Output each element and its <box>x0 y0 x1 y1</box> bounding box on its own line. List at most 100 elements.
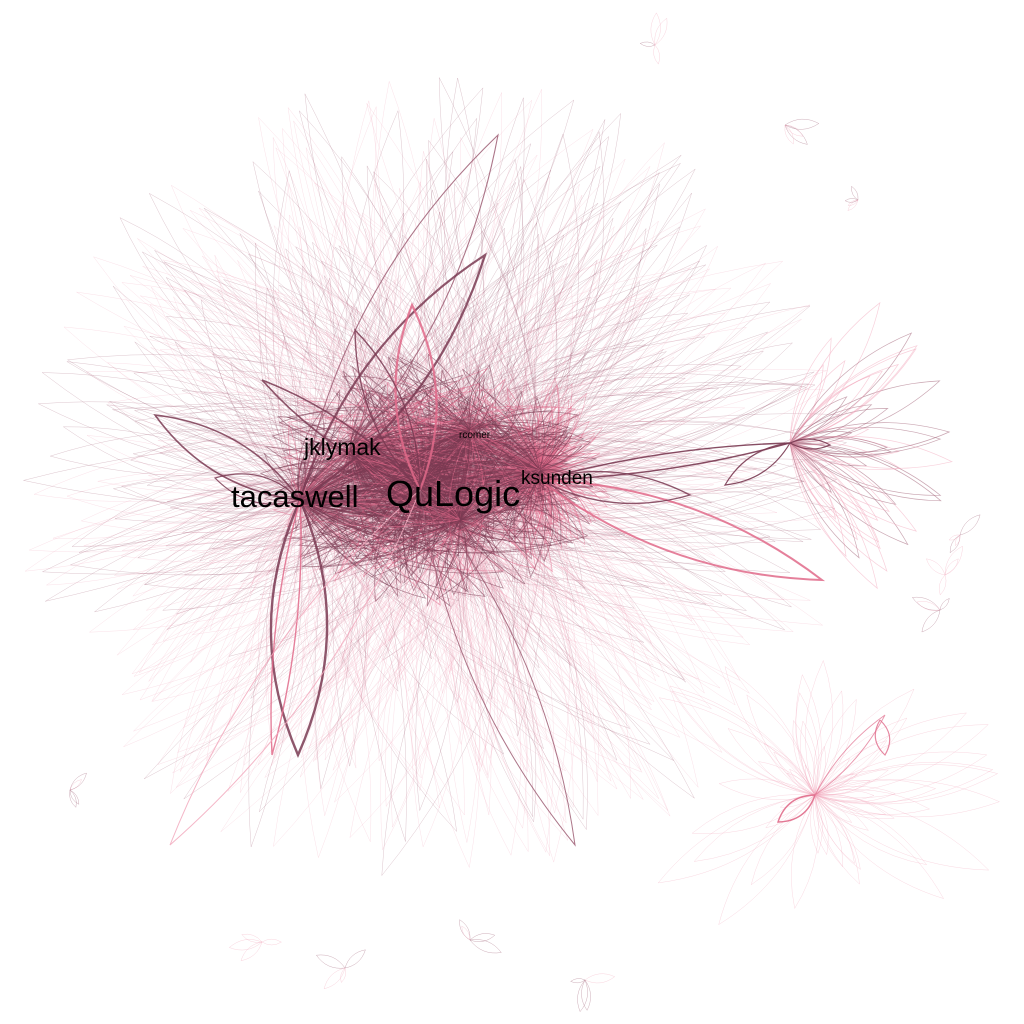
network-edge <box>789 332 913 444</box>
network-edge <box>419 158 626 481</box>
network-edge <box>123 519 461 748</box>
network-edge <box>374 479 422 602</box>
network-edge <box>459 519 811 601</box>
network-edge <box>814 794 895 819</box>
network-edge <box>143 499 301 586</box>
network-edge <box>813 745 826 796</box>
network-edge <box>349 142 532 451</box>
network-edge <box>298 252 487 501</box>
network-edge <box>955 534 961 547</box>
network-edge <box>757 761 816 796</box>
pink-edges <box>476 377 1001 926</box>
network-edge <box>789 380 941 444</box>
network-edge <box>469 391 673 431</box>
network-edge <box>746 694 816 796</box>
network-edge <box>170 449 351 795</box>
network-edge <box>784 118 820 130</box>
node-label-ksunden: ksunden <box>521 468 593 489</box>
network-edge <box>399 375 471 431</box>
network-edge <box>474 469 542 766</box>
network-edge <box>450 396 482 521</box>
network-edge <box>814 794 855 864</box>
network-edge <box>469 363 592 431</box>
network-edge <box>789 348 917 444</box>
network-edge <box>288 424 301 501</box>
network-edge <box>570 978 586 984</box>
network-edge <box>814 762 994 803</box>
network-edge <box>409 479 481 869</box>
network-edge <box>948 534 961 541</box>
network-edge <box>297 410 325 501</box>
network-edge <box>469 297 658 431</box>
network-edge <box>789 427 870 446</box>
network-edge <box>814 794 945 900</box>
network-edge <box>524 133 579 471</box>
network-edge <box>397 519 461 685</box>
network-edge <box>814 779 871 796</box>
network-edge <box>419 479 543 785</box>
network-edge <box>461 925 471 941</box>
network-edge <box>273 289 302 501</box>
network-edge <box>453 519 495 780</box>
network-edge <box>800 720 818 796</box>
network-edge <box>460 137 541 471</box>
network-edge <box>459 519 671 817</box>
network-edge <box>693 794 816 862</box>
network-edge <box>320 459 421 485</box>
network-edge <box>814 764 999 805</box>
network-edge <box>52 499 301 539</box>
network-edge <box>424 227 541 471</box>
network-edge <box>944 558 959 576</box>
network-edge <box>469 422 486 431</box>
network-edge <box>539 209 630 471</box>
network-edge <box>459 519 488 627</box>
network-edge <box>419 135 610 481</box>
network-edge <box>584 973 616 984</box>
network-edge <box>299 128 594 501</box>
network-edge <box>349 449 441 525</box>
network-edge <box>459 519 612 782</box>
network-edge <box>469 411 580 434</box>
network-edge <box>349 244 658 451</box>
network-edge <box>402 234 541 471</box>
network-edge <box>449 519 493 768</box>
network-edge <box>789 442 888 572</box>
network-edge <box>539 389 826 471</box>
network-edge <box>300 519 461 759</box>
network-edge <box>789 768 816 796</box>
network-edge <box>337 100 382 451</box>
network-edge <box>149 304 301 501</box>
network-edge <box>763 743 816 796</box>
network-edge <box>539 331 768 471</box>
network-edge <box>814 712 967 796</box>
network-edge <box>349 435 532 466</box>
network-edge <box>457 519 537 823</box>
network-edge <box>459 519 526 585</box>
network-edge <box>45 499 301 586</box>
network-edge <box>419 208 707 481</box>
network-edge <box>786 772 816 796</box>
network-edge <box>301 519 461 738</box>
network-edge <box>299 469 339 501</box>
network-edge <box>789 442 942 496</box>
network-edge <box>459 919 471 941</box>
network-edge <box>428 139 541 471</box>
network-edge <box>469 168 696 431</box>
network-edge <box>409 518 461 533</box>
network-edge <box>362 212 541 471</box>
network-edge <box>654 17 668 46</box>
network-edge <box>419 479 488 517</box>
network-edge <box>459 488 489 521</box>
network-edge <box>299 499 390 530</box>
network-edge <box>457 519 492 816</box>
network-edge <box>438 77 541 471</box>
node-label-rcomer: rcomer <box>459 430 491 441</box>
network-edge <box>119 217 351 451</box>
network-edge <box>299 499 440 809</box>
network-edge <box>349 449 433 502</box>
network-edge <box>459 519 582 667</box>
network-edge <box>727 728 816 796</box>
network-edge <box>469 112 622 431</box>
network-edge <box>581 979 591 1011</box>
network-edge <box>810 794 823 854</box>
